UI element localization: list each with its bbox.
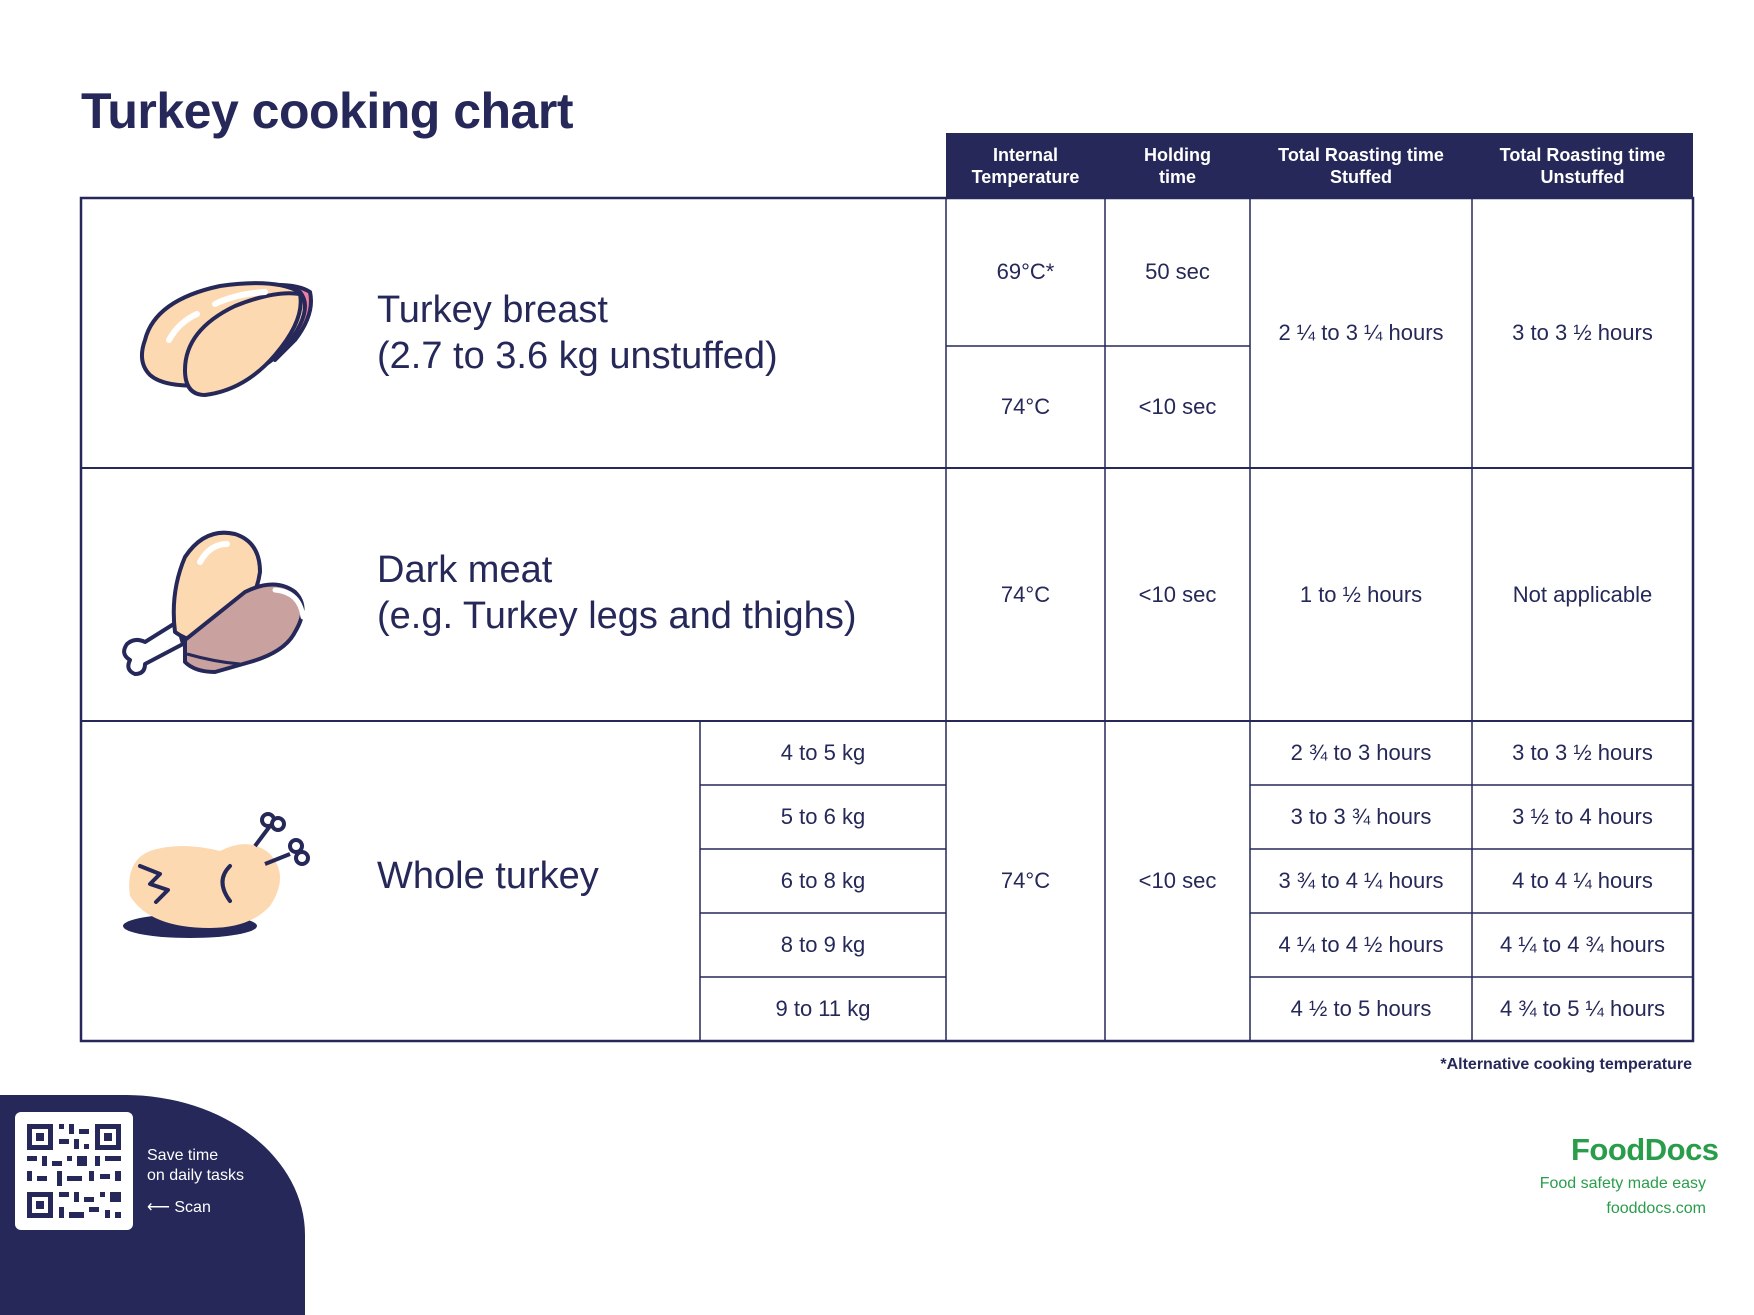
whole-unstuffed-1: 3 to 3 ½ hours <box>1512 740 1653 765</box>
whole-hold: <10 sec <box>1138 868 1217 893</box>
dark-hold: <10 sec <box>1138 581 1217 607</box>
breast-temp-2: 74°C <box>1000 394 1051 419</box>
whole-unstuffed-2: 3 ½ to 4 hours <box>1512 804 1653 829</box>
dark-roasting-stuffed: 1 to ½ hours <box>1299 581 1423 607</box>
whole-weight-4: 8 to 9 kg <box>780 932 866 957</box>
qr-code-icon <box>27 1124 121 1218</box>
header-internal-temperature: Internal Temperature <box>971 144 1080 187</box>
header-holding-time: Holding time <box>1144 144 1211 187</box>
page-title: Turkey cooking chart <box>81 83 573 139</box>
whole-temp: 74°C <box>1000 868 1051 893</box>
header-roasting-unstuffed: Total Roasting time Unstuffed <box>1499 144 1666 187</box>
whole-unstuffed-4: 4 ¼ to 4 ¾ hours <box>1499 932 1666 957</box>
turkey-breast-icon <box>139 281 313 397</box>
turkey-leg-icon <box>122 530 306 676</box>
breast-roasting-stuffed: 2 ¼ to 3 ¼ hours <box>1278 320 1444 345</box>
whole-weight-1: 4 to 5 kg <box>780 740 866 765</box>
promo-line-1: Save time <box>147 1147 219 1164</box>
breast-temp-1: 69°C* <box>996 259 1055 284</box>
table-header: Internal Temperature Holding time Total … <box>946 133 1693 198</box>
whole-unstuffed-3: 4 to 4 ¼ hours <box>1512 868 1653 893</box>
whole-weight-2: 5 to 6 kg <box>780 804 866 829</box>
brand-tagline: Food safety made easy <box>1539 1175 1706 1192</box>
promo-line-2: on daily tasks <box>147 1167 244 1184</box>
footnote: *Alternative cooking temperature <box>1440 1056 1692 1073</box>
qr-code[interactable] <box>15 1112 133 1230</box>
dark-meat-label: Dark meat (e.g. Turkey legs and thighs) <box>377 549 857 637</box>
whole-turkey-label: Whole turkey <box>377 855 599 897</box>
breast-roasting-unstuffed: 3 to 3 ½ hours <box>1512 320 1653 345</box>
brand-logo[interactable]: FoodDocs <box>1571 1132 1719 1167</box>
dark-temp: 74°C <box>1000 581 1051 607</box>
whole-stuffed-4: 4 ¼ to 4 ½ hours <box>1278 932 1444 957</box>
header-roasting-stuffed: Total Roasting time Stuffed <box>1278 144 1444 187</box>
whole-weight-3: 6 to 8 kg <box>780 868 866 893</box>
breast-hold-1: 50 sec <box>1145 259 1210 284</box>
breast-hold-2: <10 sec <box>1138 394 1217 419</box>
dark-roasting-unstuffed: Not applicable <box>1512 581 1653 607</box>
whole-stuffed-1: 2 ¾ to 3 hours <box>1290 740 1432 765</box>
brand-website[interactable]: fooddocs.com <box>1606 1200 1706 1217</box>
promo-scan: ⟵ Scan <box>147 1199 211 1216</box>
whole-stuffed-3: 3 ¾ to 4 ¼ hours <box>1278 868 1444 893</box>
turkey-breast-label: Turkey breast (2.7 to 3.6 kg unstuffed) <box>377 289 778 377</box>
whole-turkey-icon <box>123 812 310 938</box>
whole-weight-5: 9 to 11 kg <box>775 996 871 1021</box>
whole-unstuffed-5: 4 ¾ to 5 ¼ hours <box>1499 996 1666 1021</box>
whole-stuffed-5: 4 ½ to 5 hours <box>1290 996 1432 1021</box>
whole-stuffed-2: 3 to 3 ¾ hours <box>1290 804 1432 829</box>
